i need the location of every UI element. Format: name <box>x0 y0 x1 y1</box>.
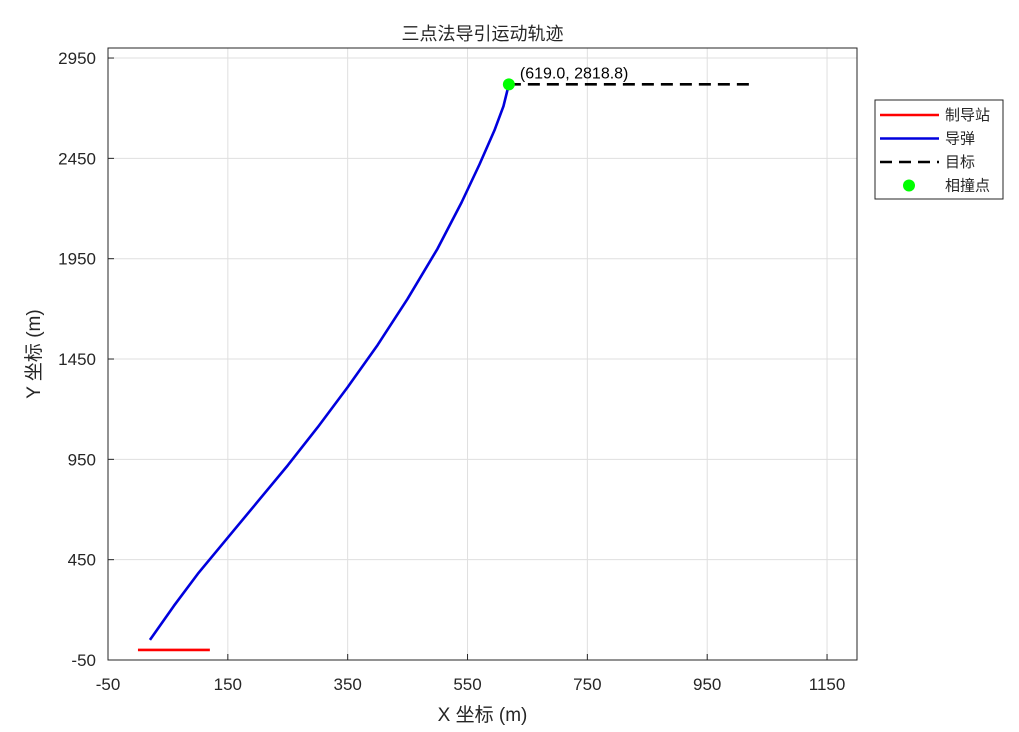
legend-label-2: 目标 <box>945 153 975 171</box>
y-tick-label-3: 1450 <box>58 350 96 369</box>
x-tick-label-3: 550 <box>453 675 481 694</box>
collision-point-marker <box>502 78 515 91</box>
annotation-layer: (619.0, 2818.8) <box>520 65 629 82</box>
x-tick-label-0: -50 <box>96 675 121 694</box>
x-axis-ticks: -50 150 350 550 750 950 1150 <box>96 654 846 694</box>
y-tick-label-0: -50 <box>71 651 96 670</box>
y-tick-label-6: 2950 <box>58 49 96 68</box>
y-axis-label: Y 坐标 (m) <box>23 309 45 398</box>
x-tick-label-5: 950 <box>693 675 721 694</box>
series-layer <box>137 78 756 652</box>
x-tick-label-6: 1150 <box>809 675 846 694</box>
y-tick-label-5: 2450 <box>58 149 96 168</box>
annotation-label-0: (619.0, 2818.8) <box>520 65 629 82</box>
plot-area-frame <box>107 47 858 661</box>
y-tick-label-1: 450 <box>68 551 96 570</box>
y-axis-ticks: -50 450 950 1450 1950 2450 2950 <box>58 49 114 670</box>
grid-lines <box>107 48 857 661</box>
x-tick-label-2: 350 <box>333 675 361 694</box>
legend-label-0: 制导站 <box>945 106 990 124</box>
legend-swatch-3 <box>903 179 915 192</box>
y-tick-label-2: 950 <box>68 450 96 469</box>
legend-label-3: 相撞点 <box>945 177 990 195</box>
x-tick-label-1: 150 <box>214 675 242 694</box>
legend-label-1: 导弹 <box>945 130 975 148</box>
x-axis-label: X 坐标 (m) <box>438 704 528 726</box>
y-tick-label-4: 1950 <box>58 250 96 269</box>
series-line-1 <box>148 84 511 641</box>
legend-box <box>874 99 1004 200</box>
chart-title: 三点法导引运动轨迹 <box>402 24 564 45</box>
x-tick-label-4: 750 <box>573 675 601 694</box>
